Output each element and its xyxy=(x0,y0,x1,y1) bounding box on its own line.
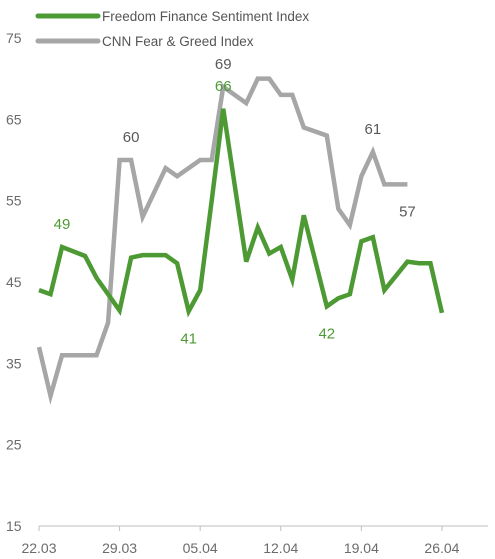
series-layer xyxy=(36,76,445,405)
data-label-cnn: 61 xyxy=(365,121,382,138)
x-tick-label: 12.04 xyxy=(263,540,298,556)
data-label-ffsi: 41 xyxy=(180,330,197,347)
data-label-ffsi: 41 xyxy=(0,0,8,4)
data-label-cnn: 57 xyxy=(399,203,416,220)
data-label-cnn: 60 xyxy=(123,129,140,146)
x-tick-label: 19.04 xyxy=(344,540,379,556)
y-tick-label: 65 xyxy=(6,111,22,127)
data-label-ffsi: 66 xyxy=(215,78,232,95)
y-tick-label: 55 xyxy=(6,193,22,209)
y-tick-label: 15 xyxy=(6,518,22,534)
x-tick-label: 05.04 xyxy=(183,540,218,556)
legend-label-cnn-fear-greed: CNN Fear & Greed Index xyxy=(102,34,254,49)
data-labels: 49 41 66 42 41 60 69 61 57 xyxy=(0,0,416,347)
data-label-ffsi: 42 xyxy=(318,325,335,342)
y-tick-label: 25 xyxy=(6,437,22,453)
data-label-cnn: 69 xyxy=(215,56,232,73)
series-line-ffsi xyxy=(38,108,445,318)
y-tick-label: 75 xyxy=(6,30,22,46)
legend: Freedom Finance Sentiment Index CNN Fear… xyxy=(35,9,309,49)
axes: 15 25 35 45 55 65 75 22.03 29.03 05.04 12.04 19.04 2… xyxy=(6,30,488,556)
x-tick-label: 29.03 xyxy=(102,540,137,556)
series-line-cnn xyxy=(36,76,408,405)
x-tick-label: 22.03 xyxy=(21,540,56,556)
data-label-ffsi: 49 xyxy=(54,216,71,233)
x-tick-label: 26.04 xyxy=(424,540,459,556)
y-tick-label: 35 xyxy=(6,355,22,371)
y-tick-label: 45 xyxy=(6,274,22,290)
legend-label-freedom-finance: Freedom Finance Sentiment Index xyxy=(102,9,309,24)
